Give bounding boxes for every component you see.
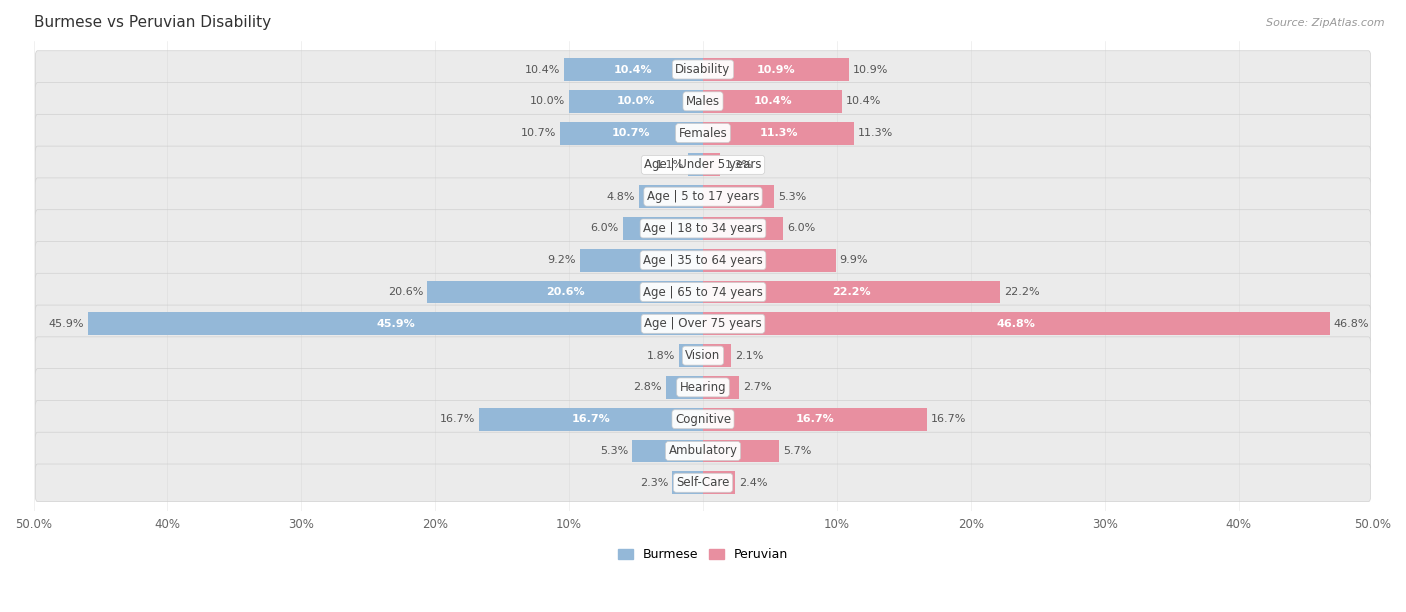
Text: Males: Males bbox=[686, 95, 720, 108]
Bar bbox=[427, 280, 703, 304]
Text: 20.6%: 20.6% bbox=[546, 287, 585, 297]
Legend: Burmese, Peruvian: Burmese, Peruvian bbox=[613, 543, 793, 566]
FancyBboxPatch shape bbox=[35, 178, 1371, 215]
Text: Age | 18 to 34 years: Age | 18 to 34 years bbox=[643, 222, 763, 235]
Bar bbox=[479, 408, 703, 431]
FancyBboxPatch shape bbox=[35, 274, 1371, 311]
Text: Age | Over 75 years: Age | Over 75 years bbox=[644, 318, 762, 330]
Text: 16.7%: 16.7% bbox=[572, 414, 610, 424]
Text: Age | 5 to 17 years: Age | 5 to 17 years bbox=[647, 190, 759, 203]
Text: 2.3%: 2.3% bbox=[640, 478, 668, 488]
Bar bbox=[703, 376, 740, 399]
Text: 5.7%: 5.7% bbox=[783, 446, 811, 456]
Text: 10.9%: 10.9% bbox=[853, 64, 889, 75]
Bar bbox=[703, 471, 735, 494]
Text: Ambulatory: Ambulatory bbox=[668, 444, 738, 458]
Bar bbox=[703, 439, 779, 463]
Text: 4.8%: 4.8% bbox=[606, 192, 634, 202]
Text: 6.0%: 6.0% bbox=[591, 223, 619, 233]
Text: 10.0%: 10.0% bbox=[617, 96, 655, 106]
Bar bbox=[703, 217, 783, 240]
Bar bbox=[560, 122, 703, 144]
Bar bbox=[703, 185, 773, 208]
Text: Disability: Disability bbox=[675, 63, 731, 76]
Text: 5.3%: 5.3% bbox=[778, 192, 806, 202]
Bar bbox=[569, 90, 703, 113]
Text: 9.2%: 9.2% bbox=[547, 255, 576, 265]
Text: 2.8%: 2.8% bbox=[633, 382, 661, 392]
Text: 1.1%: 1.1% bbox=[657, 160, 685, 170]
Text: 1.3%: 1.3% bbox=[724, 160, 752, 170]
Text: 5.3%: 5.3% bbox=[600, 446, 628, 456]
Text: 2.1%: 2.1% bbox=[735, 351, 763, 360]
Text: 2.4%: 2.4% bbox=[740, 478, 768, 488]
Text: Hearing: Hearing bbox=[679, 381, 727, 394]
Text: 10.7%: 10.7% bbox=[520, 128, 555, 138]
Text: 16.7%: 16.7% bbox=[796, 414, 834, 424]
Text: 10.7%: 10.7% bbox=[612, 128, 651, 138]
Text: 22.2%: 22.2% bbox=[832, 287, 870, 297]
Text: 20.6%: 20.6% bbox=[388, 287, 423, 297]
Bar bbox=[638, 185, 703, 208]
Bar bbox=[703, 90, 842, 113]
Text: 11.3%: 11.3% bbox=[858, 128, 894, 138]
Text: 10.9%: 10.9% bbox=[756, 64, 796, 75]
Text: Vision: Vision bbox=[685, 349, 721, 362]
Bar bbox=[703, 344, 731, 367]
FancyBboxPatch shape bbox=[35, 146, 1371, 184]
Text: 6.0%: 6.0% bbox=[787, 223, 815, 233]
Bar bbox=[579, 249, 703, 272]
Text: 45.9%: 45.9% bbox=[377, 319, 415, 329]
Bar bbox=[564, 58, 703, 81]
Text: 46.8%: 46.8% bbox=[1334, 319, 1369, 329]
Text: 9.9%: 9.9% bbox=[839, 255, 868, 265]
Bar bbox=[679, 344, 703, 367]
Text: Self-Care: Self-Care bbox=[676, 476, 730, 489]
FancyBboxPatch shape bbox=[35, 305, 1371, 343]
Text: 16.7%: 16.7% bbox=[440, 414, 475, 424]
Text: Females: Females bbox=[679, 127, 727, 140]
Bar bbox=[703, 312, 1330, 335]
Text: Source: ZipAtlas.com: Source: ZipAtlas.com bbox=[1267, 18, 1385, 28]
FancyBboxPatch shape bbox=[35, 337, 1371, 375]
Bar bbox=[672, 471, 703, 494]
Text: 11.3%: 11.3% bbox=[759, 128, 797, 138]
Text: 22.2%: 22.2% bbox=[1004, 287, 1040, 297]
FancyBboxPatch shape bbox=[35, 51, 1371, 88]
Text: Cognitive: Cognitive bbox=[675, 412, 731, 426]
Bar bbox=[89, 312, 703, 335]
FancyBboxPatch shape bbox=[35, 432, 1371, 470]
Text: 45.9%: 45.9% bbox=[49, 319, 84, 329]
Bar bbox=[703, 154, 720, 176]
Text: 10.4%: 10.4% bbox=[846, 96, 882, 106]
Bar bbox=[623, 217, 703, 240]
FancyBboxPatch shape bbox=[35, 210, 1371, 247]
Text: 10.4%: 10.4% bbox=[614, 64, 652, 75]
Bar bbox=[665, 376, 703, 399]
FancyBboxPatch shape bbox=[35, 464, 1371, 501]
Text: 46.8%: 46.8% bbox=[997, 319, 1036, 329]
Bar bbox=[703, 58, 849, 81]
Bar bbox=[703, 249, 835, 272]
Bar bbox=[703, 280, 1000, 304]
FancyBboxPatch shape bbox=[35, 400, 1371, 438]
Text: 10.4%: 10.4% bbox=[524, 64, 560, 75]
Text: Age | Under 5 years: Age | Under 5 years bbox=[644, 159, 762, 171]
Text: 1.8%: 1.8% bbox=[647, 351, 675, 360]
FancyBboxPatch shape bbox=[35, 368, 1371, 406]
Text: 2.7%: 2.7% bbox=[744, 382, 772, 392]
Bar bbox=[703, 408, 927, 431]
FancyBboxPatch shape bbox=[35, 242, 1371, 279]
Text: 10.0%: 10.0% bbox=[530, 96, 565, 106]
Text: Age | 35 to 64 years: Age | 35 to 64 years bbox=[643, 254, 763, 267]
Bar bbox=[689, 154, 703, 176]
Text: Burmese vs Peruvian Disability: Burmese vs Peruvian Disability bbox=[34, 15, 270, 30]
Text: Age | 65 to 74 years: Age | 65 to 74 years bbox=[643, 286, 763, 299]
FancyBboxPatch shape bbox=[35, 83, 1371, 120]
Bar bbox=[703, 122, 855, 144]
Bar bbox=[633, 439, 703, 463]
FancyBboxPatch shape bbox=[35, 114, 1371, 152]
Text: 16.7%: 16.7% bbox=[931, 414, 966, 424]
Text: 10.4%: 10.4% bbox=[754, 96, 792, 106]
